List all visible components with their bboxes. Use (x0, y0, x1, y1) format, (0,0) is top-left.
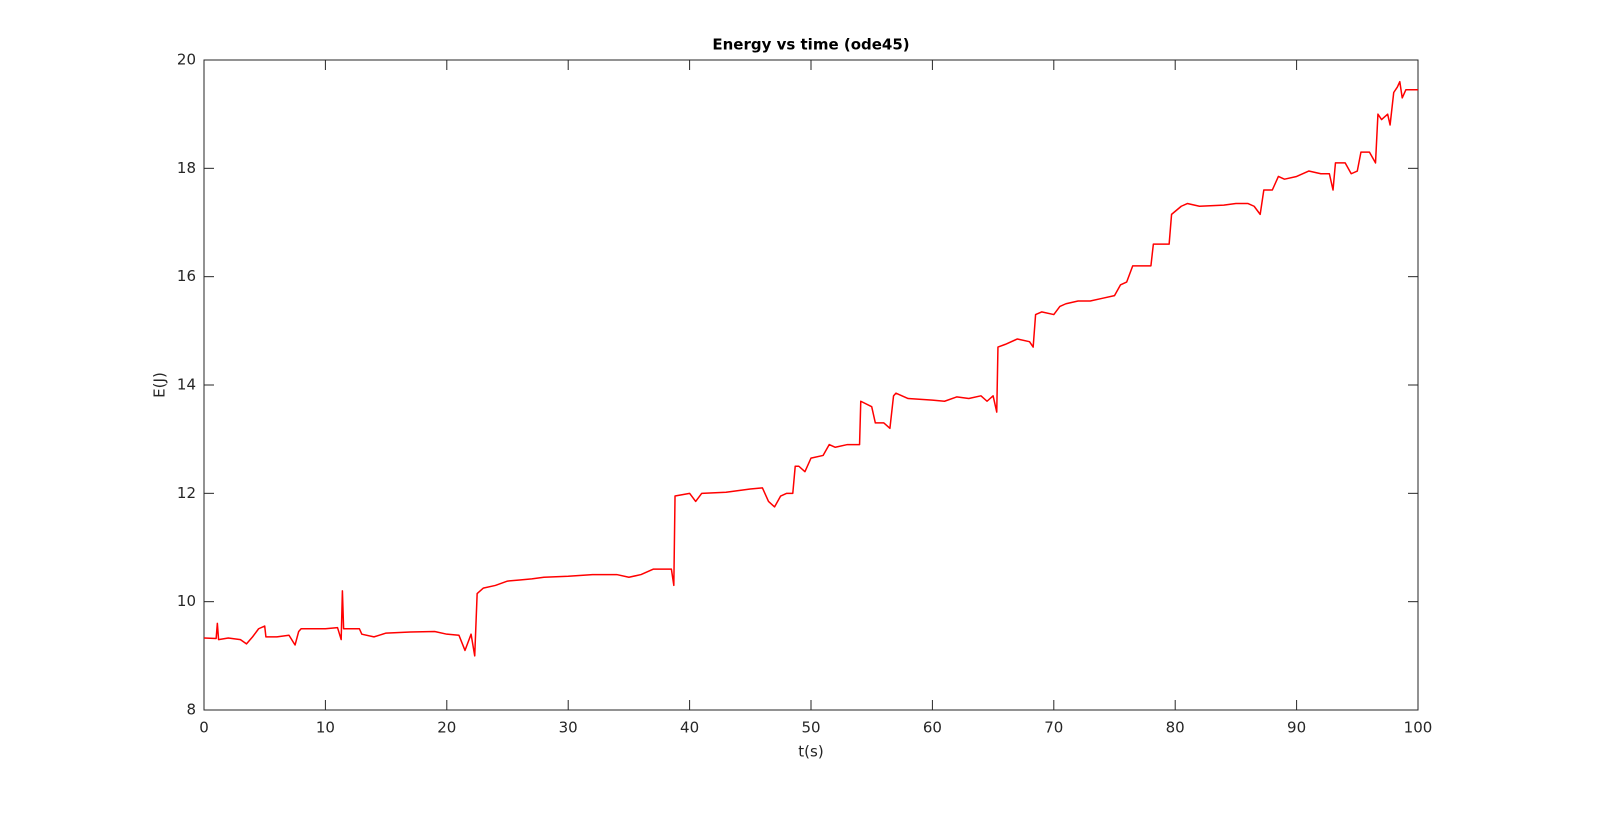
chart-title: Energy vs time (ode45) (712, 36, 909, 54)
x-tick-label: 90 (1287, 719, 1306, 737)
x-tick-label: 30 (559, 719, 578, 737)
y-tick-label: 20 (177, 51, 196, 69)
x-tick-label: 0 (199, 719, 209, 737)
y-tick-label: 8 (186, 701, 196, 719)
x-axis-label: t(s) (798, 743, 823, 761)
x-tick-label: 10 (316, 719, 335, 737)
x-tick-label: 60 (923, 719, 942, 737)
y-axis-label: E(J) (151, 372, 169, 398)
y-tick-label: 16 (177, 267, 196, 285)
energy-line (203, 80, 1418, 657)
x-tick-label: 50 (801, 719, 820, 737)
y-tick-label: 14 (177, 376, 196, 394)
x-tick-label: 70 (1044, 719, 1063, 737)
y-tick-label: 12 (177, 484, 196, 502)
x-tick-label: 40 (680, 719, 699, 737)
y-tick-label: 10 (177, 592, 196, 610)
x-tick-label: 20 (437, 719, 456, 737)
y-tick-label: 18 (177, 159, 196, 177)
x-tick-label: 100 (1404, 719, 1433, 737)
x-tick-label: 80 (1166, 719, 1185, 737)
